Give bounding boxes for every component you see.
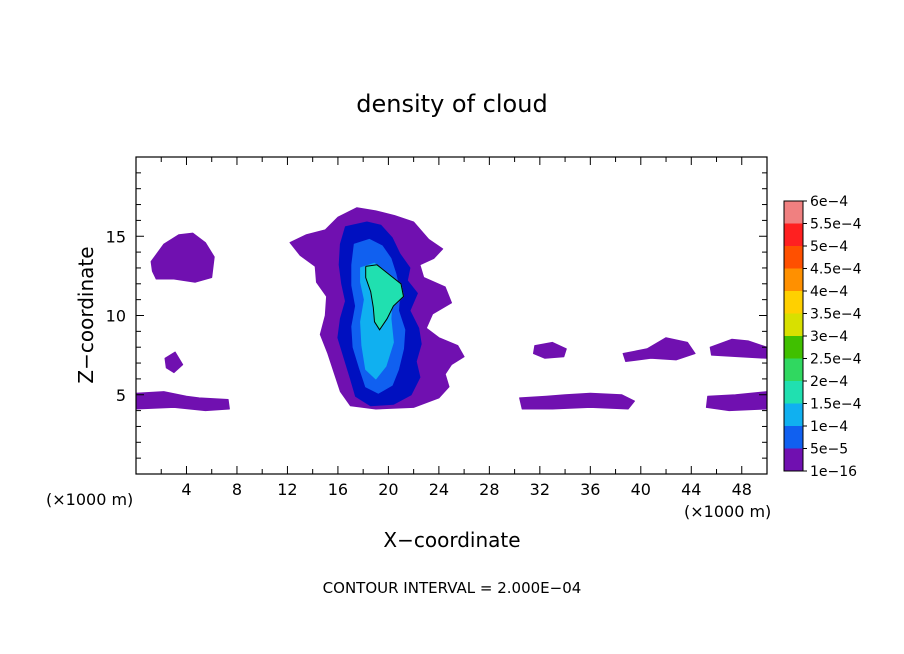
colorbar-label: 6e−4 (810, 194, 848, 210)
colorbar-label: 5e−5 (810, 442, 848, 458)
colorbar-label: 1.5e−4 (810, 397, 862, 413)
colorbar-label: 5e−4 (810, 239, 848, 255)
left-upper-patch (150, 232, 215, 283)
colorbar-swatch (784, 403, 803, 426)
x-unit-right: (×1000 m) (684, 502, 771, 521)
chart-title: density of cloud (356, 90, 547, 118)
colorbar-label: 3e−4 (810, 329, 848, 345)
x-tick-label: 40 (631, 480, 651, 499)
colorbar-label: 2e−4 (810, 374, 848, 390)
x-tick-label: 4 (181, 480, 191, 499)
y-tick-label: 10 (106, 307, 126, 326)
y-tick-label: 5 (116, 386, 126, 405)
colorbar-swatch (784, 426, 803, 449)
colorbar-swatch (784, 381, 803, 404)
left-mid-patch (164, 351, 184, 374)
left-lower-band (135, 391, 230, 412)
x-axis-ticks: 4 8 12 16 20 24 28 32 36 40 44 48 (160, 157, 752, 499)
right-lower-band-a (519, 392, 635, 410)
colorbar: 6e−4 5.5e−4 5e−4 4.5e−4 4e−4 3.5e−4 3e−4 2.5e−4… (783, 194, 862, 480)
y-axis-ticks: 5 10 15 (106, 172, 767, 459)
x-tick-label: 8 (232, 480, 242, 499)
colorbar-label: 2.5e−4 (810, 352, 862, 368)
right-upper-streak-b (622, 337, 696, 362)
x-tick-label: 36 (580, 480, 600, 499)
x-tick-label: 20 (378, 480, 398, 499)
x-tick-label: 16 (328, 480, 348, 499)
colorbar-label: 1e−4 (810, 419, 848, 435)
right-upper-streak-a (533, 341, 567, 359)
x-axis-label: X−coordinate (383, 528, 520, 552)
x-tick-label: 12 (277, 480, 297, 499)
colorbar-label: 1e−16 (810, 464, 857, 480)
contour-interval-note: CONTOUR INTERVAL = 2.000E−04 (323, 579, 582, 597)
x-tick-label: 28 (479, 480, 499, 499)
colorbar-swatch (784, 313, 803, 336)
colorbar-swatch (784, 201, 803, 224)
colorbar-swatch (784, 246, 803, 269)
colorbar-swatch (784, 223, 803, 246)
x-tick-label: 48 (732, 480, 752, 499)
colorbar-swatch (784, 268, 803, 291)
colorbar-label: 4e−4 (810, 284, 848, 300)
x-tick-label: 32 (530, 480, 550, 499)
plot-background (136, 157, 767, 474)
contour-line-0 (365, 264, 405, 331)
colorbar-swatch (784, 358, 803, 381)
x-tick-label: 44 (681, 480, 701, 499)
colorbar-label: 5.5e−4 (810, 217, 862, 233)
colorbar-label: 4.5e−4 (810, 262, 862, 278)
y-tick-label: 15 (106, 227, 126, 246)
colorbar-label: 3.5e−4 (810, 307, 862, 323)
contour-lines (365, 264, 405, 331)
colorbar-swatch (784, 336, 803, 359)
colorbar-swatch (784, 291, 803, 314)
x-tick-label: 24 (429, 480, 449, 499)
x-unit-left: (×1000 m) (46, 490, 133, 509)
colorbar-swatch (784, 448, 803, 471)
y-axis-label: Z−coordinate (74, 246, 98, 383)
